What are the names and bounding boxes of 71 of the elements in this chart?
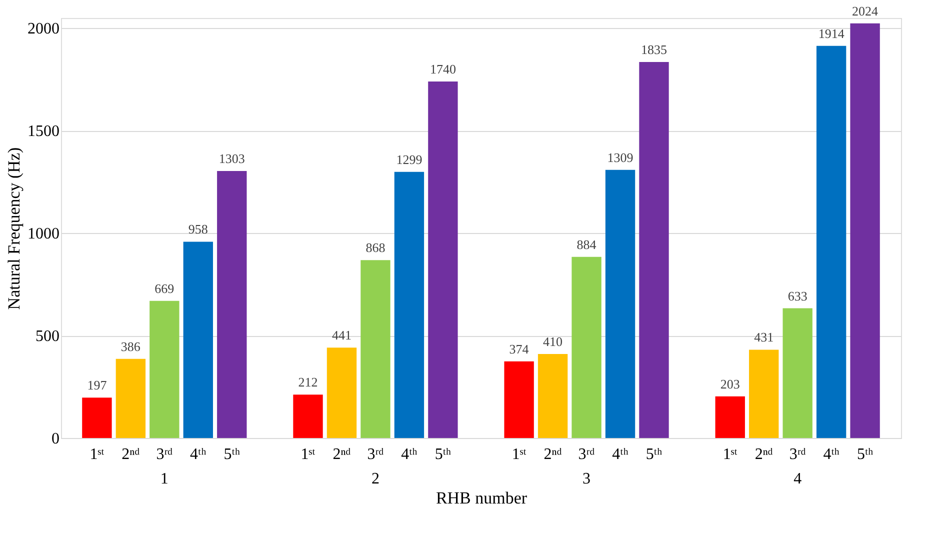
- y-tick-label: 1000: [28, 226, 60, 243]
- data-label: 374: [509, 341, 530, 356]
- bar: [293, 394, 323, 438]
- text: 5ᵗʰ: [646, 446, 662, 463]
- data-label: 386: [120, 338, 141, 354]
- text: 5ᵗʰ: [434, 446, 452, 463]
- text: 3ʳᵈ: [578, 446, 595, 463]
- data-label: 669: [154, 280, 174, 296]
- series-label: 2ⁿᵈ: [122, 446, 140, 463]
- text: 2ⁿᵈ: [754, 446, 773, 463]
- y-axis-title: Natural Frequency (Hz): [4, 147, 24, 310]
- x-axis-title: RHB number: [436, 488, 528, 508]
- y-tick-label: 500: [36, 328, 60, 346]
- data-label: 2024: [852, 3, 879, 18]
- bar: [394, 172, 424, 438]
- y-tick-label: 1500: [28, 123, 60, 140]
- data-label: 1303: [218, 151, 245, 166]
- bar: [749, 350, 779, 438]
- bar: [850, 23, 880, 438]
- data-label: 441: [332, 328, 352, 343]
- bar: [816, 46, 846, 438]
- text: 1ˢᵗ: [300, 446, 316, 463]
- x-tick-label: 4: [794, 470, 802, 488]
- text: 1ˢᵗ: [722, 446, 738, 463]
- text: 5ᵗʰ: [856, 446, 874, 463]
- text: 2ⁿᵈ: [332, 446, 351, 463]
- bar: [605, 170, 636, 438]
- bar: [326, 348, 357, 438]
- data-label: 633: [788, 288, 808, 304]
- data-label: 958: [188, 222, 208, 237]
- text: 2ⁿᵈ: [544, 446, 562, 463]
- y-tick-label: 2000: [28, 20, 60, 38]
- series-label: 3ʳᵈ: [156, 446, 173, 463]
- text: 1ˢᵗ: [512, 446, 526, 463]
- bar: [82, 398, 112, 438]
- text: 4ᵗʰ: [823, 446, 840, 463]
- bar: [150, 300, 180, 438]
- bar: [504, 361, 534, 438]
- data-label: 868: [366, 240, 386, 256]
- text: 3ʳᵈ: [789, 446, 806, 463]
- bar: [183, 242, 213, 438]
- x-tick-label: 2: [371, 470, 380, 488]
- data-label: 884: [576, 236, 597, 252]
- data-label: 1309: [607, 150, 634, 165]
- text: 4ᵗʰ: [612, 446, 628, 463]
- bar: [782, 308, 812, 438]
- bar: [360, 260, 390, 438]
- bar: [639, 62, 669, 438]
- bar: [217, 171, 247, 438]
- x-tick-label: 3: [582, 470, 591, 488]
- data-label: 1914: [818, 26, 845, 41]
- y-tick-label: 0: [52, 430, 60, 448]
- series-label: 5ᵗʰ: [224, 446, 240, 463]
- data-label: 203: [720, 376, 740, 392]
- x-tick-label: 1: [160, 470, 168, 488]
- data-label: 410: [543, 334, 563, 349]
- data-label: 197: [87, 378, 108, 393]
- data-label: 1835: [640, 42, 667, 58]
- data-label: 431: [754, 330, 774, 345]
- text: 4ᵗʰ: [401, 446, 418, 463]
- data-label: 1740: [430, 62, 456, 77]
- series-label: 1ˢᵗ: [90, 446, 104, 463]
- bar: [715, 396, 745, 438]
- series-label: 4ᵗʰ: [190, 446, 206, 463]
- text: 3ʳᵈ: [367, 446, 384, 463]
- bar: [538, 354, 568, 438]
- data-label: 212: [298, 374, 318, 390]
- bar: [428, 82, 458, 438]
- bar: [116, 358, 146, 438]
- bar: [572, 256, 602, 438]
- data-label: 1299: [396, 152, 422, 167]
